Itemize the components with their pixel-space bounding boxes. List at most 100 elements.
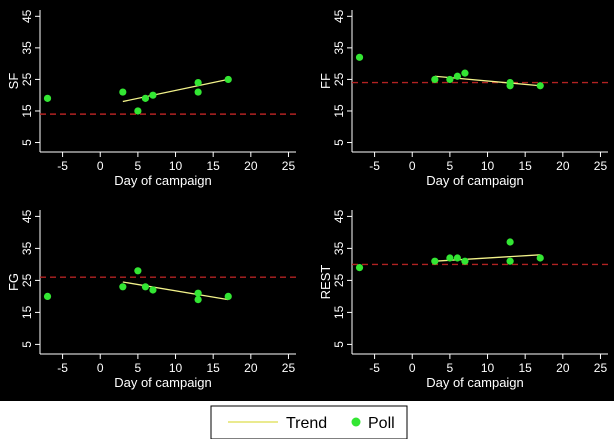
legend: Trend Poll bbox=[210, 405, 408, 440]
x-tick-label: 15 bbox=[206, 361, 220, 375]
y-tick-label: 5 bbox=[20, 139, 34, 146]
y-tick-label: 25 bbox=[20, 273, 34, 287]
poll-point bbox=[149, 91, 157, 99]
poll-point bbox=[453, 72, 462, 80]
poll-point bbox=[224, 292, 232, 300]
poll-point bbox=[506, 238, 514, 246]
panel-sf: 5 15 25 35 45 -5 0 5 10 15 20 25 Day of campaign SF bbox=[6, 9, 296, 188]
y-tick-label: 25 bbox=[332, 72, 346, 86]
x-tick-label: 0 bbox=[97, 159, 104, 173]
x-tick-label: -5 bbox=[369, 159, 380, 173]
x-tick-label: 20 bbox=[244, 159, 258, 173]
x-tick-label: 25 bbox=[282, 159, 296, 173]
x-tick-label: 5 bbox=[447, 159, 454, 173]
x-axis-label: Day of campaign bbox=[426, 375, 524, 390]
y-tick-label: 5 bbox=[20, 341, 34, 348]
x-tick-label: -5 bbox=[57, 159, 68, 173]
y-tick-label: 25 bbox=[20, 72, 34, 86]
y-axis-label: FG bbox=[6, 273, 21, 291]
y-tick-label: 45 bbox=[332, 209, 346, 223]
chart-background bbox=[0, 0, 614, 401]
poll-point bbox=[224, 75, 232, 84]
x-tick-label: 25 bbox=[594, 159, 608, 173]
poll-point bbox=[461, 69, 469, 77]
poll-point bbox=[506, 82, 514, 90]
panels: 5 15 25 35 45 -5 0 5 10 15 20 25 Day of campaign SF 5 1… bbox=[6, 9, 608, 390]
x-tick-label: 5 bbox=[135, 361, 142, 375]
y-tick-label: 35 bbox=[20, 241, 34, 255]
x-axis-label: Day of campaign bbox=[114, 173, 212, 188]
poll-point bbox=[446, 254, 454, 262]
y-tick-label: 5 bbox=[332, 139, 346, 146]
trend-line bbox=[122, 78, 229, 103]
x-tick-label: 5 bbox=[135, 159, 142, 173]
x-tick-label: 10 bbox=[169, 361, 183, 375]
poll-point bbox=[141, 94, 150, 102]
poll-point bbox=[461, 257, 469, 265]
legend-poll-label: Poll bbox=[368, 415, 395, 432]
y-tick-label: 15 bbox=[20, 104, 34, 118]
y-axis-label: REST bbox=[318, 265, 333, 300]
y-tick-label: 5 bbox=[332, 341, 346, 348]
poll-point bbox=[43, 292, 52, 300]
y-tick-label: 35 bbox=[332, 241, 346, 255]
poll-point bbox=[431, 75, 439, 84]
legend-poll-swatch bbox=[351, 417, 361, 427]
panel-fg: 5 15 25 35 45 -5 0 5 10 15 20 25 Day of campaign FG bbox=[6, 209, 296, 390]
x-tick-label: 20 bbox=[556, 159, 570, 173]
x-tick-label: 15 bbox=[206, 159, 220, 173]
x-tick-label: 15 bbox=[518, 159, 532, 173]
x-tick-label: 5 bbox=[447, 361, 454, 375]
y-tick-label: 15 bbox=[332, 104, 346, 118]
poll-point bbox=[194, 289, 202, 297]
poll-point bbox=[134, 267, 142, 275]
x-tick-label: 10 bbox=[481, 361, 495, 375]
legend-trend-label: Trend bbox=[286, 415, 327, 432]
poll-point bbox=[134, 107, 142, 115]
x-tick-label: -5 bbox=[57, 361, 68, 375]
poll-point bbox=[194, 78, 202, 87]
x-tick-label: 10 bbox=[169, 159, 183, 173]
panel-ff: 5 15 25 35 45 -5 0 5 10 15 20 25 Day of campaign FF bbox=[318, 9, 608, 188]
poll-point bbox=[431, 257, 439, 265]
poll-point bbox=[141, 283, 150, 291]
x-tick-label: 10 bbox=[481, 159, 495, 173]
poll-point bbox=[446, 75, 454, 84]
poll-point bbox=[536, 82, 544, 90]
y-tick-label: 45 bbox=[20, 9, 34, 23]
x-tick-label: 20 bbox=[244, 361, 258, 375]
panel-rest: 5 15 25 35 45 -5 0 5 10 15 20 25 Day of campaign REST bbox=[318, 209, 608, 390]
y-axis-label: FF bbox=[318, 73, 333, 89]
x-tick-label: 15 bbox=[518, 361, 532, 375]
y-tick-label: 35 bbox=[20, 41, 34, 55]
y-axis-label: SF bbox=[6, 73, 21, 90]
trend-line bbox=[122, 281, 229, 301]
poll-point bbox=[355, 264, 364, 272]
poll-point bbox=[194, 296, 202, 304]
x-tick-label: 0 bbox=[97, 361, 104, 375]
y-tick-label: 45 bbox=[332, 9, 346, 23]
y-tick-label: 35 bbox=[332, 41, 346, 55]
y-tick-label: 25 bbox=[332, 273, 346, 287]
x-tick-label: -5 bbox=[369, 361, 380, 375]
y-tick-label: 15 bbox=[332, 305, 346, 319]
x-axis-label: Day of campaign bbox=[426, 173, 524, 188]
poll-point bbox=[453, 254, 462, 262]
poll-point bbox=[119, 88, 127, 96]
poll-point bbox=[536, 254, 544, 262]
poll-point bbox=[506, 257, 514, 265]
poll-point bbox=[194, 88, 202, 96]
y-tick-label: 45 bbox=[20, 209, 34, 223]
poll-point bbox=[119, 283, 127, 291]
x-tick-label: 0 bbox=[409, 159, 416, 173]
x-tick-label: 20 bbox=[556, 361, 570, 375]
poll-point bbox=[43, 94, 52, 102]
x-axis-label: Day of campaign bbox=[114, 375, 212, 390]
y-tick-label: 15 bbox=[20, 305, 34, 319]
poll-point bbox=[149, 286, 157, 294]
poll-point bbox=[355, 53, 364, 61]
x-tick-label: 0 bbox=[409, 361, 416, 375]
x-tick-label: 25 bbox=[594, 361, 608, 375]
